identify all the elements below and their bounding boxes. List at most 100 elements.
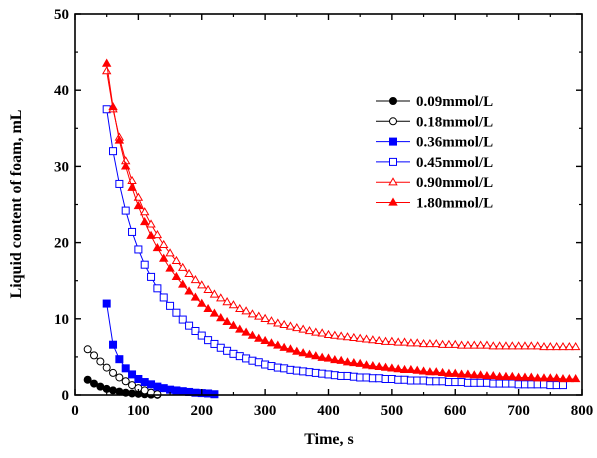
legend-label: 0.45mmol/L [416,155,493,171]
data-point [222,316,232,326]
data-point [147,272,156,281]
data-point [311,351,321,360]
data-point [463,369,473,378]
data-point [412,338,422,347]
data-point [241,327,251,336]
data-point [475,340,486,349]
data-point [450,339,460,348]
data-point [374,361,384,370]
data-point [323,353,334,362]
data-point [140,260,149,269]
data-point [109,340,118,349]
data-point [115,179,124,188]
data-point [526,341,537,350]
x-tick-label: 200 [191,403,214,419]
x-tick-label: 100 [127,403,150,419]
data-point [166,301,175,310]
data-point [570,342,581,351]
data-point [558,381,567,390]
data-point [83,375,92,384]
data-point [507,341,518,350]
data-point [273,340,283,349]
data-point [342,357,353,366]
data-point [127,182,137,191]
data-point [292,346,302,355]
data-point [520,372,530,381]
legend-marker [389,157,397,166]
data-point [558,374,568,383]
data-point [241,306,251,315]
data-point [209,308,220,317]
data-point [266,316,277,325]
data-point [172,308,181,317]
data-point [121,377,130,386]
data-point [469,370,479,379]
series-2 [83,345,162,399]
data-point [178,262,188,271]
data-point [184,286,194,295]
data-point [254,333,264,342]
data-point [185,321,194,330]
x-tick-label: 600 [444,403,467,419]
data-point [197,298,207,307]
data-point [361,334,372,343]
data-point [304,326,315,335]
data-point [539,342,549,351]
axes-layer: 0 100 200 300 400 500 600 700 800 0 10 20 30 40 50 [54,7,593,419]
data-point [203,284,213,294]
data-point [323,329,334,338]
data-point [165,263,175,272]
data-point [222,297,232,306]
data-point [216,293,226,302]
legend-marker [389,97,397,105]
data-point [109,147,118,156]
legend-item: 0.45mmol/L [376,155,493,171]
data-point [134,245,143,254]
data-point [475,370,486,379]
data-point [387,363,397,372]
series-line [106,71,576,348]
data-point [133,192,144,201]
legend-marker [389,117,397,126]
data-point [501,341,511,350]
x-axis-title: Time, s [304,431,353,448]
data-point [564,374,575,383]
data-point [203,303,213,313]
data-point [273,318,283,327]
series-3 [102,299,219,399]
data-point [570,374,581,383]
data-point [532,373,543,382]
data-point [90,351,99,360]
data-point [361,360,372,369]
data-point [298,348,308,357]
data-point [247,330,258,339]
data-point [260,335,270,345]
data-point [139,217,150,226]
data-point [133,201,144,210]
data-point [266,338,277,347]
legend-label: 0.18mmol/L [416,114,493,130]
data-point [431,367,441,376]
data-point [501,371,511,380]
data-point [450,368,460,377]
data-point [146,230,156,239]
data-point [520,341,530,350]
data-point [425,367,435,376]
data-point [564,342,575,351]
series-4 [102,105,567,390]
data-point [254,311,264,320]
legend-marker [389,137,397,146]
data-point [551,373,562,382]
data-point [216,313,226,322]
data-point [330,354,340,364]
y-tick-label: 40 [54,83,69,99]
series-6 [101,58,581,383]
data-point [456,369,467,378]
data-point [412,365,422,374]
data-point [228,320,239,329]
data-point [235,303,245,313]
y-tick-label: 20 [54,236,69,252]
data-point [349,358,359,367]
data-point [292,322,302,332]
